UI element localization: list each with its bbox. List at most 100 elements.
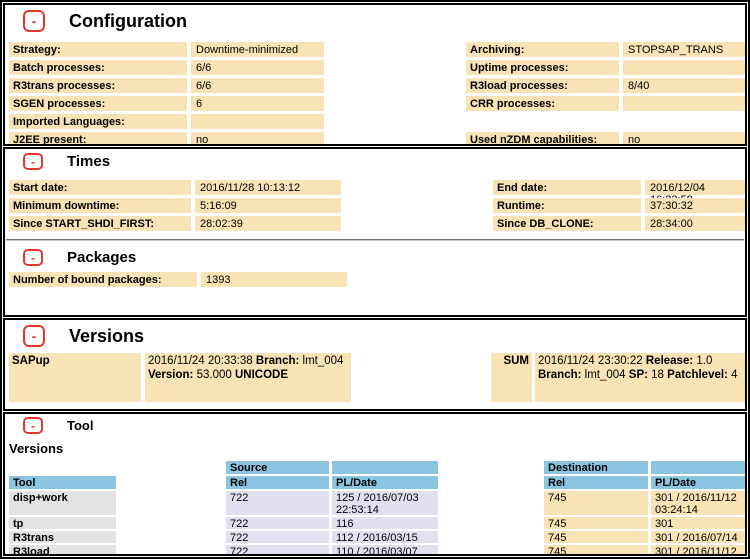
times-row: Start date: 2016/11/28 10:13:12 — [9, 180, 341, 195]
times-header: - Times — [5, 149, 745, 170]
sum-branch: lmt_004 — [584, 369, 626, 381]
config-row: Used nZDM capabilities: no — [466, 132, 745, 144]
packages-header: - Packages — [5, 245, 745, 266]
sum-sp: 18 — [651, 369, 664, 381]
src-rel-cell: 722 — [226, 531, 329, 543]
group-header-source: Source — [226, 461, 329, 474]
tool-name-cell: R3trans — [9, 531, 116, 543]
config-value: 8/40 — [623, 78, 745, 93]
times-value: 28:02:39 — [195, 216, 341, 231]
section-tool: - Tool Versions Source Destination Tool … — [3, 412, 747, 556]
times-label: Start date: — [9, 180, 191, 195]
configuration-right-table: Archiving: STOPSAP_TRANS Uptime processes… — [466, 42, 745, 144]
tool-name-cell: tp — [9, 517, 116, 529]
dst-rel-cell: 745 — [544, 545, 648, 554]
sum-label: SUM — [491, 353, 532, 402]
collapse-toggle-tool[interactable]: - — [23, 417, 43, 434]
times-row: End date: 2016/12/04 16:23:59 — [493, 180, 745, 206]
times-value: 5:16:09 — [195, 198, 341, 213]
times-value: 28:34:00 — [645, 216, 745, 231]
config-label: Strategy: — [9, 42, 187, 57]
collapse-toggle-versions[interactable]: - — [23, 325, 45, 347]
config-label: J2EE present: — [9, 132, 187, 144]
section-versions: - Versions SAPup 2016/11/24 20:33:38 Bra… — [3, 318, 747, 411]
section-configuration: - Configuration Strategy: Downtime-minimi… — [3, 3, 747, 146]
times-value: 37:30:32 — [645, 198, 745, 213]
config-label: Batch processes: — [9, 60, 187, 75]
dst-pldate-cell: 301 / 2016/07/14 — [651, 531, 745, 543]
times-row: Runtime: 37:30:32 — [493, 198, 745, 213]
config-label: Imported Languages: — [9, 114, 187, 129]
versions-header: - Versions — [5, 320, 745, 347]
sum-patchlevel: 4 — [731, 369, 738, 381]
sum-value: 2016/11/24 23:30:22 Release: 1.0 Branch:… — [535, 353, 745, 402]
src-rel-cell: 722 — [226, 491, 329, 515]
config-value: 6 — [191, 96, 324, 111]
dst-pldate-cell: 301 / 2016/11/12 02:07:09 — [651, 545, 745, 554]
collapse-toggle-times[interactable]: - — [23, 153, 43, 170]
times-label: Runtime: — [493, 198, 641, 213]
section-divider — [6, 239, 744, 241]
dst-pldate-cell: 301 / 2016/11/12 03:24:14 — [651, 491, 745, 515]
config-row: CRR processes: — [466, 96, 745, 111]
times-row: Since START_SHDI_FIRST: 28:02:39 — [9, 216, 341, 231]
col-header-dst-rel: Rel — [544, 476, 648, 489]
src-pldate-cell: 125 / 2016/07/03 22:53:14 — [332, 491, 438, 515]
packages-row: Number of bound packages: 1393 — [9, 272, 745, 287]
config-row: Uptime processes: — [466, 60, 745, 75]
times-label: Minimum downtime: — [9, 198, 191, 213]
configuration-header: - Configuration — [5, 5, 745, 32]
col-header-src-rel: Rel — [226, 476, 329, 489]
src-rel-cell: 722 — [226, 545, 329, 554]
section-title-tool: Tool — [67, 418, 94, 433]
times-right-table: End date: 2016/12/04 16:23:59 Runtime: 37:… — [493, 180, 745, 234]
config-value: no — [623, 132, 745, 144]
group-header-source-fill — [332, 461, 438, 474]
tool-name-cell: disp+work — [9, 491, 116, 515]
tool-versions-subtitle: Versions — [9, 441, 64, 456]
packages-value: 1393 — [201, 272, 347, 287]
packages-label: Number of bound packages: — [9, 272, 197, 287]
collapse-toggle-configuration[interactable]: - — [23, 10, 45, 32]
times-block: - Times Start date: 2016/11/28 10:13:12 M… — [5, 149, 745, 235]
config-value — [623, 96, 745, 111]
dst-rel-cell: 745 — [544, 491, 648, 515]
sum-datetime: 2016/11/24 23:30:22 — [538, 355, 643, 367]
src-rel-cell: 722 — [226, 517, 329, 529]
config-value: STOPSAP_TRANS — [623, 42, 745, 57]
config-label: Archiving: — [466, 42, 619, 57]
config-value — [191, 114, 324, 129]
section-title-versions: Versions — [69, 325, 145, 346]
config-value: 6/6 — [191, 60, 324, 75]
dst-rel-cell: 745 — [544, 531, 648, 543]
src-pldate-cell: 110 / 2016/03/07 21:03:45 — [332, 545, 438, 554]
packages-block: - Packages Number of bound packages: 1393 — [5, 245, 745, 287]
times-label: Since START_SHDI_FIRST: — [9, 216, 191, 231]
col-header-tool: Tool — [9, 476, 116, 489]
config-value — [623, 60, 745, 75]
config-row: R3trans processes: 6/6 — [9, 78, 324, 93]
sum-release: 1.0 — [696, 355, 713, 367]
config-row: SGEN processes: 6 — [9, 96, 324, 111]
tool-header: - Tool — [5, 414, 745, 434]
src-pldate-cell: 116 — [332, 517, 438, 529]
sapup-version: 53.000 — [196, 369, 232, 381]
dst-rel-cell: 745 — [544, 517, 648, 529]
src-pldate-cell: 112 / 2016/03/15 — [332, 531, 438, 543]
config-value: Downtime-minimized — [191, 42, 324, 57]
col-header-src-pldate: PL/Date — [332, 476, 438, 489]
times-label: End date: — [493, 180, 641, 195]
config-row: J2EE present: no — [9, 132, 324, 144]
configuration-left-table: Strategy: Downtime-minimized Batch proces… — [9, 42, 324, 144]
collapse-toggle-packages[interactable]: - — [23, 249, 43, 266]
sapup-branch: lmt_004 — [302, 355, 344, 367]
config-value: no — [191, 132, 324, 144]
times-value: 2016/12/04 16:23:59 — [645, 180, 745, 206]
packages-table: Number of bound packages: 1393 — [9, 272, 745, 287]
group-header-destination-fill — [651, 461, 745, 474]
times-value: 2016/11/28 10:13:12 — [195, 180, 341, 195]
config-value: 6/6 — [191, 78, 324, 93]
group-header-destination: Destination — [544, 461, 648, 474]
config-row: Imported Languages: — [9, 114, 324, 129]
